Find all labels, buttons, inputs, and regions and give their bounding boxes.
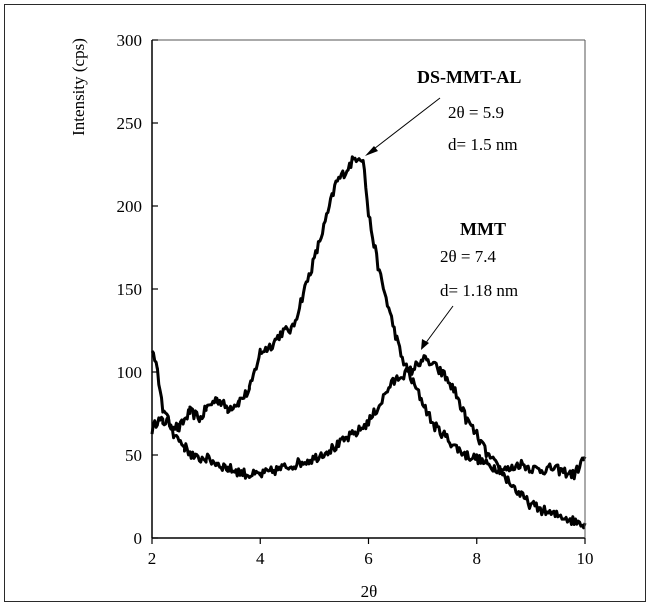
annotation-ds-mmt-al-arrow-shaft [369, 97, 441, 153]
x-axis-title: 2θ [361, 582, 378, 601]
annotation-layer: DS-MMT-AL 2θ = 5.9 d= 1.5 nm MMT 2θ = 7.… [365, 67, 521, 350]
y-tick-label: 250 [117, 114, 143, 133]
annotation-mmt-angle: 2θ = 7.4 [440, 247, 496, 266]
x-tick-label: 6 [364, 549, 373, 568]
y-axis-title: Intensity (cps) [69, 38, 88, 136]
x-tick-label: 2 [148, 549, 157, 568]
y-tick-label: 50 [125, 446, 142, 465]
annotation-ds-mmt-al-title: DS-MMT-AL [417, 67, 521, 87]
series-line-mmt [150, 350, 587, 530]
series-layer [150, 155, 587, 530]
annotation-mmt-d: d= 1.18 nm [440, 281, 518, 300]
y-tick-label: 200 [117, 197, 143, 216]
y-tick-label: 100 [117, 363, 143, 382]
annotation-mmt-arrow-shaft [424, 305, 454, 345]
y-tick-label: 300 [117, 31, 143, 50]
x-tick-label: 4 [256, 549, 265, 568]
series-line-ds-mmt-al [150, 155, 587, 481]
annotation-ds-mmt-al-angle: 2θ = 5.9 [448, 103, 504, 122]
annotation-mmt-arrow-head [421, 339, 429, 350]
annotation-ds-mmt-al-arrow-head [365, 146, 378, 156]
x-tick-label: 10 [577, 549, 594, 568]
x-tick-label: 8 [473, 549, 482, 568]
y-tick-label: 0 [134, 529, 143, 548]
y-tick-label: 150 [117, 280, 143, 299]
annotation-mmt-title: MMT [460, 219, 506, 239]
chart-frame [4, 4, 646, 602]
annotation-ds-mmt-al-d: d= 1.5 nm [448, 135, 518, 154]
